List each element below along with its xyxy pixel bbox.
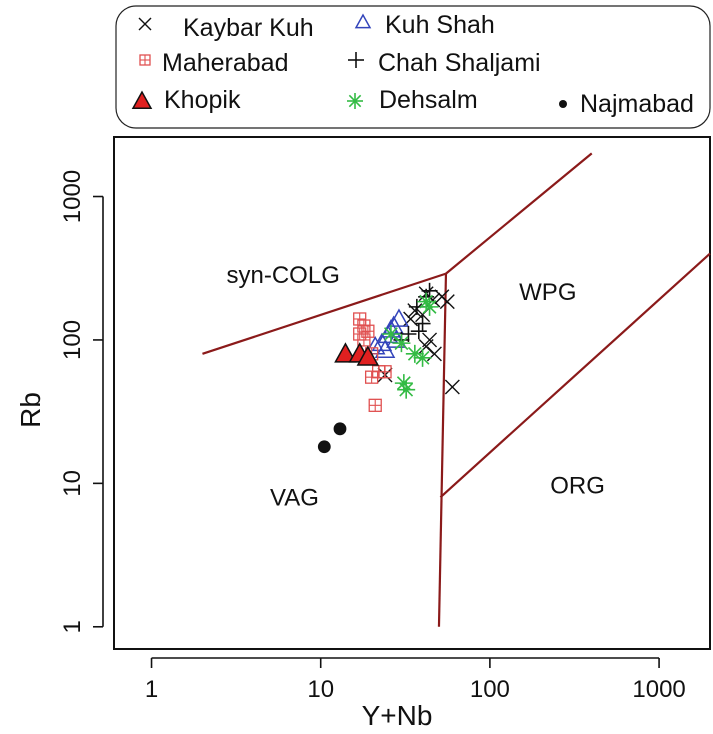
legend-label: Dehsalm	[379, 86, 478, 114]
marker-shape	[388, 308, 410, 327]
y-axis: 1 10 100 1000	[59, 170, 104, 633]
legend-marker	[347, 93, 363, 109]
field-label: VAG	[270, 485, 319, 512]
field-labels: syn-COLG WPG VAG ORG	[227, 262, 605, 512]
y-tick-label: 1000	[59, 170, 86, 223]
x-tick-label: 1000	[632, 676, 685, 703]
x-axis: 1 10 100 1000	[145, 657, 686, 703]
marker-stroke	[399, 382, 414, 397]
marker-stroke	[407, 303, 423, 319]
point-asterisk	[392, 334, 411, 353]
point-dot	[333, 422, 347, 436]
marker-shape	[131, 90, 153, 109]
x-tick-label: 100	[470, 676, 510, 703]
boundary-line	[445, 152, 593, 275]
x-axis-label: Y+Nb	[362, 700, 433, 731]
point-x	[439, 294, 455, 310]
marker-shape	[356, 345, 380, 366]
data-points	[317, 282, 460, 454]
marker-shape	[559, 100, 567, 108]
field-label: ORG	[550, 472, 605, 499]
boundary-line	[202, 272, 447, 355]
marker-stroke	[394, 336, 409, 351]
point-triangle-filled	[356, 345, 380, 366]
marker-stroke	[439, 294, 455, 310]
point-square-plus	[368, 398, 382, 412]
plot-area	[113, 136, 711, 650]
marker-stroke	[138, 17, 152, 31]
point-triangle-filled	[334, 342, 357, 363]
marker-shape	[333, 422, 347, 436]
legend-marker	[559, 100, 567, 108]
field-label: WPG	[519, 279, 576, 306]
legend-label: Maherabad	[162, 49, 288, 77]
marker-stroke	[348, 94, 362, 108]
field-label: syn-COLG	[227, 262, 340, 289]
legend-label: Chah Shaljami	[378, 49, 541, 77]
boundary-line	[439, 252, 711, 499]
marker-stroke	[415, 350, 430, 365]
point-triangle-open	[388, 308, 410, 327]
y-tick-label: 1	[59, 620, 86, 633]
field-boundaries	[202, 152, 711, 627]
marker-stroke	[407, 346, 422, 361]
point-square-plus	[361, 324, 375, 338]
marker-shape	[317, 440, 331, 454]
x-tick-label: 10	[307, 676, 334, 703]
point-asterisk	[420, 297, 439, 316]
legend-label: Najmabad	[580, 90, 694, 118]
point-x	[407, 303, 423, 319]
point-square-plus	[353, 312, 367, 326]
legend-box	[115, 5, 711, 129]
legend-label: Khopik	[164, 86, 241, 114]
point-asterisk	[413, 348, 432, 367]
legend-label: Kuh Shah	[385, 11, 495, 39]
point-asterisk	[417, 292, 436, 311]
point-asterisk	[397, 380, 416, 399]
boundary-line	[437, 273, 448, 627]
point-triangle-open	[374, 339, 396, 359]
y-tick-label: 10	[59, 470, 86, 497]
x-tick-label: 1	[145, 676, 158, 703]
marker-stroke	[444, 379, 460, 395]
marker-stroke	[383, 327, 398, 341]
marker-stroke	[422, 299, 437, 314]
point-square-plus	[364, 370, 379, 384]
point-square-plus	[353, 327, 367, 341]
marker-stroke	[418, 339, 434, 354]
point-plus	[410, 323, 427, 340]
legend-label: Kaybar Kuh	[183, 14, 314, 42]
point-plus	[414, 315, 431, 332]
marker-shape	[334, 342, 357, 363]
legend-marker	[131, 90, 153, 109]
legend: Kaybar Kuh Maherabad Chah Shaljami Khopik De…	[115, 5, 711, 129]
marker-shape	[374, 339, 396, 359]
marker-shape	[354, 13, 372, 29]
point-x	[444, 379, 460, 395]
point-x	[418, 339, 434, 354]
y-tick-label: 100	[59, 320, 86, 360]
legend-marker	[138, 17, 152, 31]
marker-stroke	[419, 294, 434, 309]
point-dot	[317, 440, 331, 454]
marker-stroke	[396, 376, 411, 391]
legend-marker	[348, 52, 364, 68]
legend-marker	[139, 54, 151, 66]
point-square-plus	[378, 365, 392, 379]
point-asterisk	[381, 325, 400, 344]
y-axis-label: Rb	[15, 392, 46, 428]
legend-marker	[354, 13, 372, 29]
